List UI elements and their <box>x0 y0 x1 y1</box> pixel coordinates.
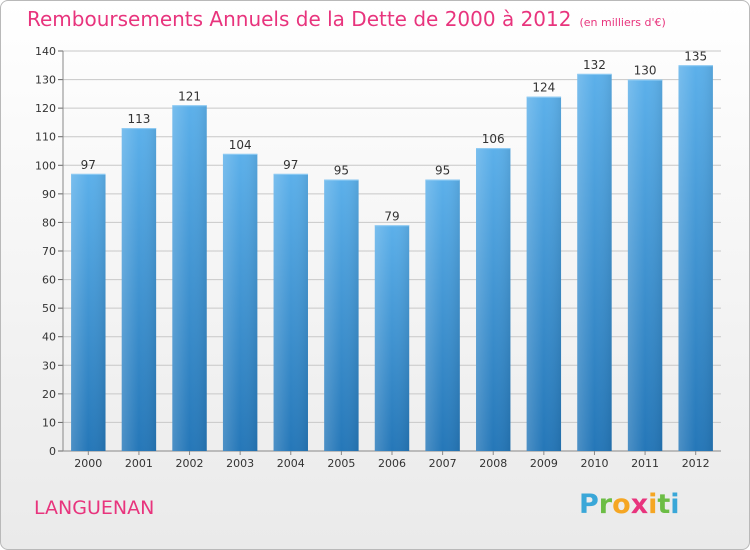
chart-unit: (en milliers d'€) <box>579 16 666 29</box>
bar-shade-2007 <box>425 179 460 452</box>
y-tick-label: 10 <box>42 416 56 429</box>
y-tick-label: 140 <box>35 45 56 58</box>
x-tick-label: 2000 <box>74 457 102 470</box>
axes: 0 10 20 30 40 50 60 70 80 90 100 110 120 130 140 2000 20… <box>35 45 721 470</box>
x-tick-label: 2011 <box>631 457 659 470</box>
bar-shade-2000 <box>71 173 106 451</box>
data-label: 121 <box>178 89 201 103</box>
bar-shade-2009 <box>526 96 562 451</box>
bar-shade-2006 <box>374 225 410 451</box>
logo-letter: i <box>670 489 680 520</box>
y-tick-label: 100 <box>35 159 56 172</box>
data-label: 104 <box>229 138 252 152</box>
y-tick-label: 70 <box>42 245 56 258</box>
bar-shade-2012 <box>678 65 713 452</box>
data-labels: 97 113 121 104 97 95 79 95 106 124 132 130 135 <box>81 49 707 223</box>
y-tick-label: 50 <box>42 302 56 315</box>
logo-letter: t <box>657 489 671 520</box>
chart-title: Remboursements Annuels de la Dette de 20… <box>27 7 666 31</box>
y-tick-label: 30 <box>42 359 56 372</box>
bar-shade-2003 <box>222 153 258 451</box>
y-tick-label: 110 <box>35 131 56 144</box>
data-label: 97 <box>283 158 298 172</box>
x-tick-label: 2008 <box>479 457 507 470</box>
data-label: 124 <box>532 81 555 95</box>
x-tick-label: 2004 <box>277 457 305 470</box>
data-label: 132 <box>583 58 606 72</box>
logo-letter: x <box>630 489 649 520</box>
x-tick-label: 2009 <box>530 457 558 470</box>
bar-shade-2005 <box>324 179 359 452</box>
bar-shade-2008 <box>476 148 511 451</box>
y-tick-label: 90 <box>42 188 56 201</box>
data-label: 106 <box>482 132 505 146</box>
y-tick-label: 0 <box>49 445 56 458</box>
logo-letter: P <box>579 489 599 520</box>
data-label: 95 <box>435 164 450 178</box>
data-label: 135 <box>684 49 707 63</box>
chart-title-text: Remboursements Annuels de la Dette de 20… <box>27 7 572 31</box>
bar-shade-2011 <box>627 79 663 452</box>
bar-shade-2004 <box>273 173 308 451</box>
x-tick-label: 2012 <box>682 457 710 470</box>
x-tick-label: 2003 <box>226 457 254 470</box>
bars <box>71 65 713 452</box>
x-tick-label: 2002 <box>176 457 204 470</box>
y-tick-label: 20 <box>42 388 56 401</box>
x-tick-label: 2005 <box>327 457 355 470</box>
data-label: 113 <box>127 112 150 126</box>
x-tick-label: 2007 <box>429 457 457 470</box>
y-tick-label: 80 <box>42 216 56 229</box>
data-label: 79 <box>384 209 399 223</box>
x-tick-label: 2006 <box>378 457 406 470</box>
town-name: LANGUENAN <box>34 497 155 519</box>
logo-letter: r <box>598 489 613 520</box>
data-label: 130 <box>634 64 657 78</box>
y-tick-label: 130 <box>35 74 56 87</box>
bar-shade-2002 <box>172 105 207 452</box>
y-tick-label: 120 <box>35 102 56 115</box>
x-tick-label: 2010 <box>580 457 608 470</box>
proxiti-logo[interactable]: Proxiti <box>579 489 680 520</box>
logo-letter: i <box>648 489 658 520</box>
y-tick-label: 40 <box>42 331 56 344</box>
x-tick-label: 2001 <box>125 457 153 470</box>
data-label: 95 <box>334 164 349 178</box>
data-label: 97 <box>81 158 96 172</box>
bar-shade-2001 <box>121 128 157 451</box>
bar-shade-2010 <box>577 73 612 451</box>
y-tick-label: 60 <box>42 274 56 287</box>
logo-letter: o <box>612 489 631 520</box>
